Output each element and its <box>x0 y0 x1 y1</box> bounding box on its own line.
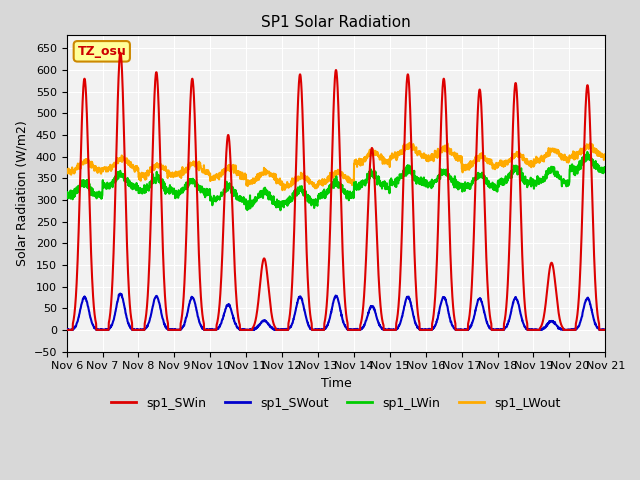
Y-axis label: Solar Radiation (W/m2): Solar Radiation (W/m2) <box>15 120 28 266</box>
sp1_SWin <box>554 305 562 311</box>
sp1_LWin <box>352 181 360 187</box>
sp1_LWin <box>364 171 371 177</box>
Line: sp1_SWin: sp1_SWin <box>67 53 605 330</box>
Legend: sp1_SWin, sp1_SWout, sp1_LWin, sp1_LWout: sp1_SWin, sp1_SWout, sp1_LWin, sp1_LWout <box>106 392 566 415</box>
sp1_SWout <box>63 327 71 333</box>
Line: sp1_SWout: sp1_SWout <box>67 294 605 330</box>
sp1_SWin <box>364 225 371 231</box>
sp1_LWin <box>213 194 221 200</box>
sp1_SWin <box>63 327 70 333</box>
sp1_SWout <box>352 327 360 333</box>
sp1_LWin <box>584 149 591 155</box>
sp1_SWin <box>493 327 500 333</box>
sp1_SWout <box>214 326 221 332</box>
sp1_LWin <box>493 186 500 192</box>
Line: sp1_LWin: sp1_LWin <box>67 152 605 210</box>
sp1_SWin <box>352 327 360 333</box>
sp1_SWin <box>213 320 221 326</box>
sp1_LWout <box>406 140 413 146</box>
sp1_SWin <box>569 327 577 333</box>
sp1_LWout <box>63 169 70 175</box>
Text: TZ_osu: TZ_osu <box>77 45 126 58</box>
sp1_SWout <box>116 291 124 297</box>
sp1_SWin <box>116 50 124 56</box>
sp1_LWout <box>554 150 562 156</box>
sp1_SWout <box>602 327 609 333</box>
sp1_SWout <box>63 327 70 333</box>
X-axis label: Time: Time <box>321 377 351 390</box>
sp1_LWout <box>602 153 609 158</box>
sp1_LWout <box>278 187 286 193</box>
sp1_LWin <box>554 170 562 176</box>
sp1_LWin <box>569 167 577 172</box>
Title: SP1 Solar Radiation: SP1 Solar Radiation <box>261 15 411 30</box>
sp1_LWout <box>493 164 500 169</box>
sp1_SWout <box>493 327 500 333</box>
sp1_LWin <box>63 195 70 201</box>
sp1_SWout <box>570 327 577 333</box>
sp1_SWout <box>364 313 371 319</box>
sp1_LWout <box>570 148 577 154</box>
sp1_LWin <box>602 168 609 173</box>
sp1_LWout <box>352 161 360 167</box>
Line: sp1_LWout: sp1_LWout <box>67 143 605 190</box>
sp1_LWin <box>276 207 284 213</box>
sp1_LWout <box>213 173 221 179</box>
sp1_LWout <box>364 155 371 160</box>
sp1_SWout <box>554 324 562 330</box>
sp1_SWin <box>602 327 609 333</box>
